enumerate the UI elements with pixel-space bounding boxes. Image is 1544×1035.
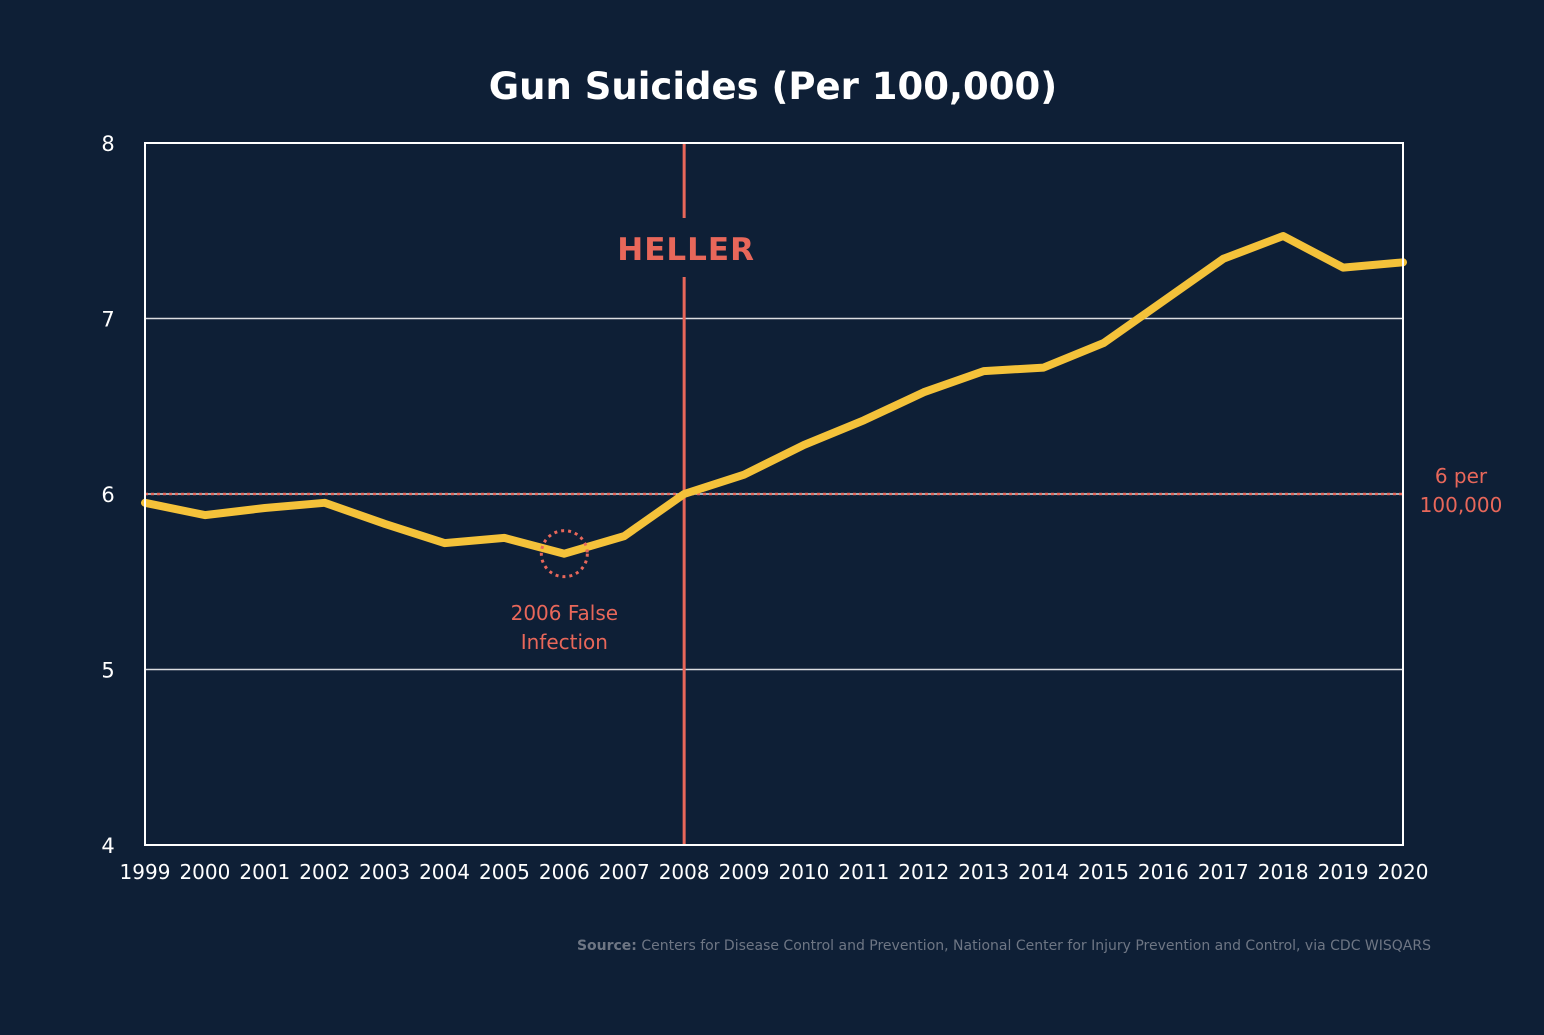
x-tick-label: 2007 xyxy=(599,860,650,884)
y-tick-label: 8 xyxy=(101,132,114,156)
x-tick-label: 2004 xyxy=(419,860,470,884)
x-tick-label: 2009 xyxy=(719,860,770,884)
x-tick-label: 2016 xyxy=(1138,860,1189,884)
x-tick-label: 2008 xyxy=(659,860,710,884)
x-tick-label: 2018 xyxy=(1258,860,1309,884)
highlight-label-line1: 2006 False xyxy=(511,601,618,625)
y-axis-ticks: 4 5 6 7 8 xyxy=(101,132,114,858)
x-tick-label: 2010 xyxy=(778,860,829,884)
highlight-circle-2006 xyxy=(539,529,589,579)
series-line xyxy=(141,232,1407,558)
chart-title: Gun Suicides (Per 100,000) xyxy=(489,65,1057,108)
x-tick-label: 2012 xyxy=(898,860,949,884)
reference-label-line2: 100,000 xyxy=(1420,493,1503,517)
x-tick-label: 2015 xyxy=(1078,860,1129,884)
y-tick-label: 4 xyxy=(101,834,114,858)
y-tick-label: 7 xyxy=(101,308,114,332)
source-text: Centers for Disease Control and Preventi… xyxy=(637,938,1431,954)
highlight-label-line2: Infection xyxy=(521,630,608,654)
x-tick-label: 2019 xyxy=(1318,860,1369,884)
x-tick-label: 2001 xyxy=(239,860,290,884)
source-note: Source: Centers for Disease Control and … xyxy=(577,938,1431,954)
x-tick-label: 2002 xyxy=(299,860,350,884)
y-tick-label: 5 xyxy=(101,659,114,683)
x-tick-label: 2014 xyxy=(1018,860,1069,884)
source-label: Source: xyxy=(577,938,637,954)
x-tick-label: 2000 xyxy=(179,860,230,884)
x-tick-label: 2005 xyxy=(479,860,530,884)
x-tick-label: 2006 xyxy=(539,860,590,884)
reference-label-line1: 6 per xyxy=(1435,464,1488,488)
gridlines xyxy=(145,317,1403,671)
x-tick-label: 1999 xyxy=(120,860,171,884)
x-tick-label: 2003 xyxy=(359,860,410,884)
y-tick-label: 6 xyxy=(101,483,114,507)
x-tick-label: 2020 xyxy=(1378,860,1429,884)
x-tick-label: 2017 xyxy=(1198,860,1249,884)
plot-frame xyxy=(144,142,1404,846)
heller-label: HELLER xyxy=(617,232,755,268)
x-tick-label: 2011 xyxy=(838,860,889,884)
x-tick-label: 2013 xyxy=(958,860,1009,884)
x-axis-ticks: 1999 2000 2001 2002 2003 2004 2005 2006 2007 2008… xyxy=(120,860,1429,884)
